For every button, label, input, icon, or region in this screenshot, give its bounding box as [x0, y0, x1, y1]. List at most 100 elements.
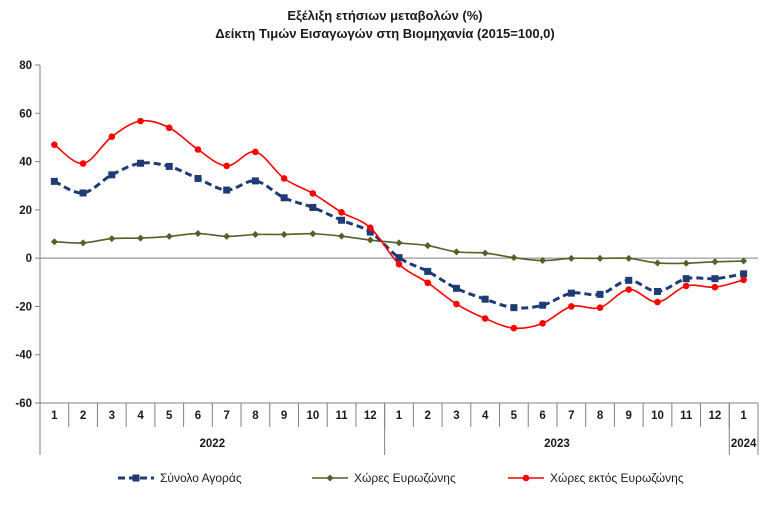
data-point: [424, 279, 432, 287]
data-point: [194, 174, 202, 182]
data-point: [137, 234, 145, 242]
legend-label: Χώρες εκτός Ευρωζώνης: [550, 471, 684, 485]
x-tick-label: 11: [680, 410, 693, 422]
data-point: [481, 249, 489, 257]
series-1: [50, 159, 748, 312]
legend-item-3: Χώρες εκτός Ευρωζώνης: [508, 471, 684, 485]
x-tick-label: 12: [709, 410, 722, 422]
y-tick-label: 80: [19, 60, 32, 72]
data-point: [108, 171, 116, 179]
data-point: [452, 284, 460, 292]
data-point: [424, 242, 432, 250]
x-tick-label: 6: [195, 410, 201, 422]
x-tick-label: 6: [539, 410, 545, 422]
data-point: [194, 146, 202, 153]
data-point: [596, 304, 604, 311]
data-point: [165, 162, 173, 170]
x-tick-label: 7: [568, 410, 574, 422]
data-point: [50, 238, 58, 246]
data-point: [395, 239, 403, 247]
data-point: [740, 276, 747, 284]
x-tick-label: 4: [482, 410, 489, 422]
data-point: [682, 282, 690, 290]
data-point: [711, 283, 719, 291]
x-tick-label: 2: [425, 410, 431, 422]
data-point: [711, 258, 719, 266]
year-label: 2022: [200, 438, 226, 450]
data-point: [366, 236, 374, 244]
data-point: [51, 141, 58, 148]
data-point: [194, 230, 202, 238]
legend-swatch-marker: [132, 474, 140, 482]
legend-swatch-marker: [326, 474, 334, 482]
data-point: [137, 159, 145, 167]
data-point: [740, 257, 748, 265]
x-tick-label: 12: [364, 410, 377, 422]
data-point: [682, 259, 690, 267]
data-point: [539, 301, 547, 309]
legend-swatch-marker: [522, 474, 530, 482]
x-tick-label: 3: [109, 410, 115, 422]
data-point: [165, 124, 173, 132]
series-line: [53, 161, 744, 310]
data-point: [395, 260, 403, 268]
data-point: [424, 267, 432, 275]
x-tick-label: 9: [281, 410, 287, 422]
series-2: [50, 230, 748, 267]
data-point: [338, 208, 345, 216]
series-line: [53, 119, 744, 330]
chart-title: Εξέλιξη ετήσιων μεταβολών (%): [287, 8, 482, 23]
data-point: [309, 230, 317, 238]
x-tick-label: 5: [511, 410, 518, 422]
data-point: [539, 257, 547, 265]
y-tick-label: 0: [26, 253, 32, 265]
data-point: [481, 295, 489, 303]
series-3: [51, 117, 747, 332]
legend-label: Χώρες Ευρωζώνης: [354, 471, 456, 485]
x-tick-label: 2: [80, 410, 86, 422]
data-point: [309, 190, 317, 197]
data-point: [653, 259, 661, 267]
data-point: [50, 177, 58, 185]
data-point: [280, 175, 288, 182]
y-tick-label: 40: [19, 157, 32, 169]
data-point: [280, 230, 288, 238]
data-point: [711, 275, 719, 283]
data-point: [79, 160, 87, 167]
data-point: [740, 270, 748, 278]
data-point: [510, 254, 518, 262]
data-point: [539, 320, 546, 327]
data-point: [280, 194, 288, 202]
data-point: [366, 224, 374, 232]
data-point: [625, 286, 633, 293]
x-tick-label: 1: [396, 410, 403, 422]
data-point: [625, 254, 633, 262]
data-point: [596, 254, 604, 262]
y-tick-label: 60: [19, 108, 32, 120]
data-point: [137, 117, 144, 125]
data-point: [251, 230, 259, 238]
data-point: [338, 232, 346, 240]
data-point: [682, 275, 690, 283]
legend: Σύνολο Αγοράς Χώρες Ευρωζώνης Χώρες εκτός …: [118, 471, 684, 485]
year-label: 2023: [544, 438, 570, 450]
y-tick-label: -60: [15, 398, 32, 410]
data-point: [452, 248, 460, 256]
data-point: [395, 254, 403, 262]
data-point: [654, 298, 661, 306]
x-tick-label: 11: [335, 410, 348, 422]
data-point: [453, 300, 460, 308]
data-point: [568, 303, 575, 310]
data-point: [625, 276, 633, 284]
legend-item-2: Χώρες Ευρωζώνης: [312, 471, 456, 485]
legend-label: Σύνολο Αγοράς: [160, 471, 242, 485]
x-tick-label: 10: [651, 410, 664, 422]
data-point: [510, 324, 518, 332]
data-point: [366, 228, 374, 236]
data-point: [223, 162, 230, 170]
x-tick-label: 1: [51, 410, 58, 422]
data-point: [252, 148, 259, 156]
